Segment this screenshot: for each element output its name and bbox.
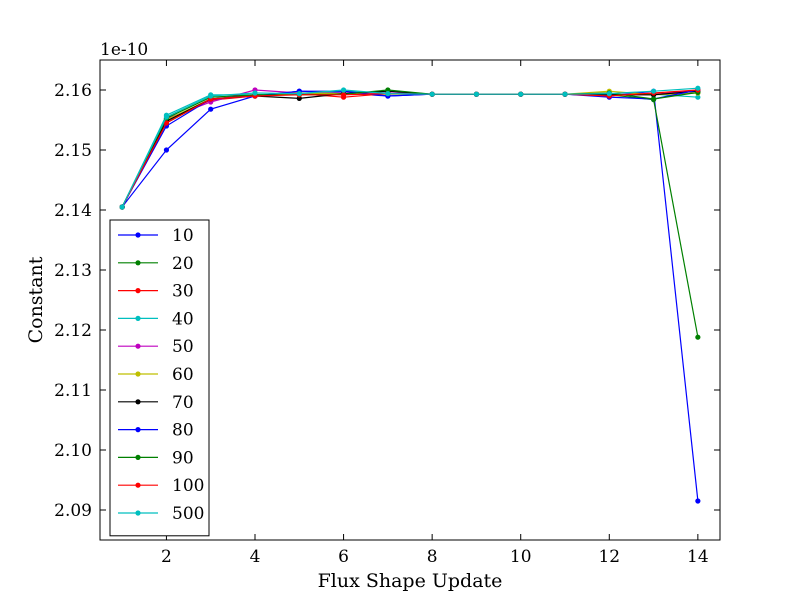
y-tick-label: 2.14 xyxy=(54,201,92,221)
legend-label-40: 40 xyxy=(172,309,194,329)
legend-label-10: 10 xyxy=(172,226,194,246)
legend-marker-10 xyxy=(135,232,141,238)
y-tick-label: 2.16 xyxy=(54,81,92,101)
y-tick-label: 2.11 xyxy=(54,381,92,401)
data-point-10 xyxy=(163,147,170,153)
x-tick-label: 8 xyxy=(427,547,438,567)
x-tick-label: 12 xyxy=(598,547,620,567)
data-point-500 xyxy=(606,91,612,97)
y-tick-label: 2.15 xyxy=(54,141,92,161)
legend-label-60: 60 xyxy=(172,365,194,385)
legend-marker-500 xyxy=(135,510,141,516)
legend-marker-100 xyxy=(135,482,141,488)
legend-marker-80 xyxy=(135,427,141,433)
data-point-100 xyxy=(163,120,170,126)
y-tick-label: 2.09 xyxy=(54,501,92,521)
data-point-500 xyxy=(562,91,568,97)
legend-label-80: 80 xyxy=(172,421,194,441)
data-point-10 xyxy=(695,498,701,504)
data-point-500 xyxy=(518,91,524,97)
series-layer xyxy=(119,85,701,504)
legend-marker-40 xyxy=(135,315,141,321)
legend-label-20: 20 xyxy=(172,254,194,274)
data-point-70 xyxy=(296,95,302,101)
data-point-10 xyxy=(208,106,214,112)
x-axis-label: Flux Shape Update xyxy=(318,570,503,592)
data-point-20 xyxy=(695,334,701,340)
data-point-500 xyxy=(163,114,170,120)
data-point-500 xyxy=(119,204,125,210)
y-tick-label: 2.13 xyxy=(54,261,92,281)
x-tick-label: 2 xyxy=(161,547,172,567)
data-point-500 xyxy=(385,91,391,97)
data-point-500 xyxy=(695,85,701,91)
data-point-500 xyxy=(473,91,480,97)
data-point-500 xyxy=(252,90,258,96)
data-point-90 xyxy=(385,87,391,93)
plot-frame xyxy=(99,59,721,541)
y-offset-label: 1e-10 xyxy=(100,40,148,60)
legend-label-30: 30 xyxy=(172,282,194,302)
legend-marker-60 xyxy=(135,371,141,377)
legend-label-500: 500 xyxy=(172,504,204,524)
legend-label-50: 50 xyxy=(172,337,194,357)
legend-marker-20 xyxy=(135,260,141,266)
x-tick-label: 4 xyxy=(250,547,261,567)
legend-label-70: 70 xyxy=(172,393,194,413)
legend: 10 20 30 40 50 60 70 80 90 100 500 xyxy=(109,219,210,537)
y-axis-label: Constant xyxy=(25,256,47,343)
data-point-500 xyxy=(340,87,347,93)
tick-layer: 2 4 6 8 10 12 14 2.09 2.10 2.11 2.12 2.13 2.14 2.15 2.… xyxy=(54,60,720,567)
legend-label-90: 90 xyxy=(172,448,194,468)
data-point-500 xyxy=(429,91,435,97)
y-tick-label: 2.10 xyxy=(54,441,92,461)
data-point-90 xyxy=(650,96,657,102)
data-point-500 xyxy=(650,88,657,94)
x-tick-label: 10 xyxy=(510,547,532,567)
series-line-500 xyxy=(121,87,698,208)
legend-marker-30 xyxy=(135,288,141,294)
legend-box xyxy=(109,219,210,537)
data-point-40 xyxy=(695,94,701,100)
data-point-100 xyxy=(340,92,347,98)
legend-marker-90 xyxy=(135,454,141,460)
x-tick-label: 6 xyxy=(338,547,349,567)
data-point-500 xyxy=(208,93,214,99)
data-point-500 xyxy=(296,91,302,97)
legend-marker-70 xyxy=(135,399,141,405)
y-tick-label: 2.12 xyxy=(54,321,92,341)
legend-marker-50 xyxy=(135,343,141,349)
x-tick-label: 14 xyxy=(687,547,709,567)
legend-label-100: 100 xyxy=(172,476,204,496)
